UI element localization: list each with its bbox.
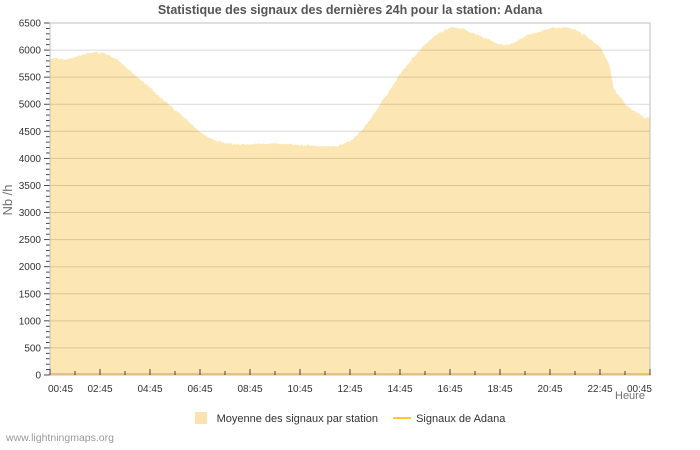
svg-text:08:45: 08:45 bbox=[237, 384, 262, 395]
svg-text:3500: 3500 bbox=[19, 181, 42, 192]
svg-text:4000: 4000 bbox=[19, 154, 42, 165]
svg-text:2000: 2000 bbox=[19, 262, 42, 273]
svg-text:4500: 4500 bbox=[19, 127, 42, 138]
svg-text:12:45: 12:45 bbox=[337, 384, 362, 395]
svg-text:3000: 3000 bbox=[19, 208, 42, 219]
svg-text:10:45: 10:45 bbox=[287, 384, 312, 395]
svg-text:2500: 2500 bbox=[19, 235, 42, 246]
svg-text:5000: 5000 bbox=[19, 100, 42, 111]
svg-text:04:45: 04:45 bbox=[137, 384, 162, 395]
svg-text:1500: 1500 bbox=[19, 289, 42, 300]
svg-text:20:45: 20:45 bbox=[537, 384, 562, 395]
svg-text:14:45: 14:45 bbox=[387, 384, 412, 395]
svg-text:02:45: 02:45 bbox=[87, 384, 112, 395]
svg-text:5500: 5500 bbox=[19, 73, 42, 84]
svg-text:500: 500 bbox=[24, 343, 41, 354]
svg-text:0: 0 bbox=[35, 371, 41, 382]
svg-text:22:45: 22:45 bbox=[587, 384, 612, 395]
svg-text:16:45: 16:45 bbox=[437, 384, 462, 395]
svg-text:18:45: 18:45 bbox=[487, 384, 512, 395]
svg-text:00:45: 00:45 bbox=[48, 384, 73, 395]
svg-text:6000: 6000 bbox=[19, 46, 42, 57]
svg-text:06:45: 06:45 bbox=[187, 384, 212, 395]
svg-text:6500: 6500 bbox=[19, 19, 42, 30]
svg-text:1000: 1000 bbox=[19, 316, 42, 327]
